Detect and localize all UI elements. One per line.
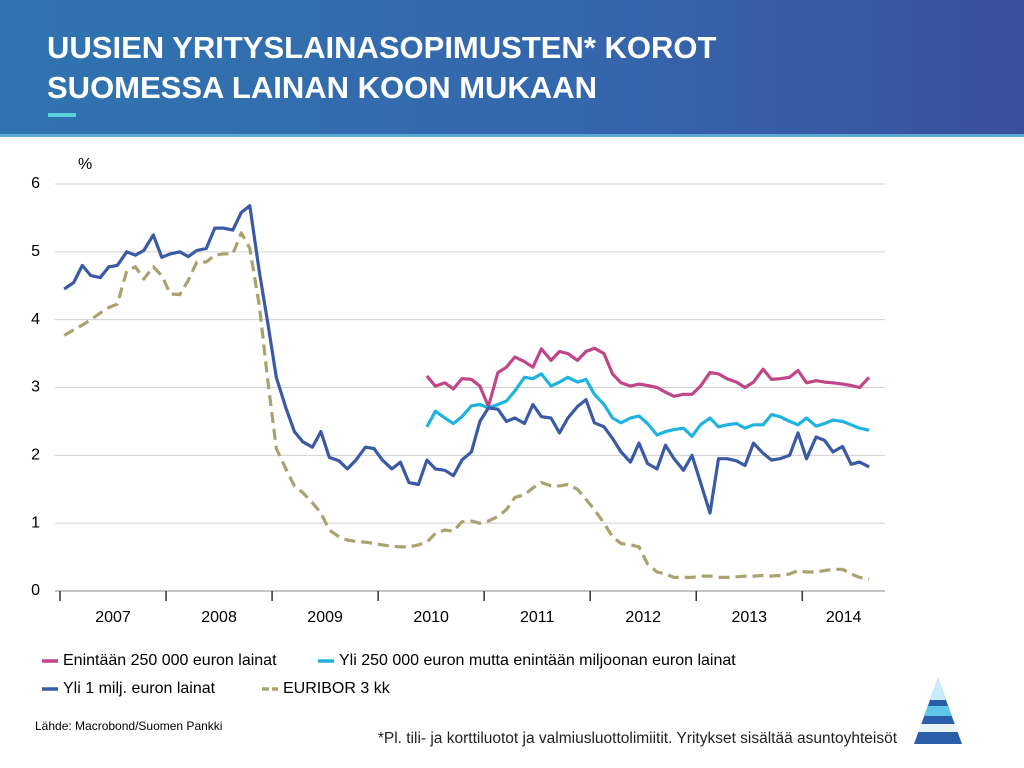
- header-rule: [0, 134, 1024, 137]
- x-tick-label: 2008: [201, 609, 237, 626]
- x-tick-label: 2011: [520, 609, 555, 626]
- title-accent: [48, 113, 76, 117]
- series-line: [63, 231, 870, 581]
- header-band: [0, 0, 1024, 136]
- y-tick-label: 0: [31, 582, 40, 599]
- source: Lähde: Macrobond/Suomen Pankki: [35, 719, 222, 733]
- logo: [914, 678, 962, 744]
- x-tick-label: 2014: [826, 609, 862, 626]
- y-tick-label: 4: [31, 311, 40, 328]
- legend-label: Yli 1 milj. euron lainat: [63, 680, 216, 697]
- x-tick-label: 2012: [625, 609, 661, 626]
- legend-label: Enintään 250 000 euron lainat: [63, 652, 277, 669]
- legend-label: Yli 250 000 euron mutta enintään miljoon…: [339, 652, 736, 669]
- x-tick-label: 2013: [731, 609, 767, 626]
- y-tick-label: 5: [31, 243, 40, 260]
- legend-label: EURIBOR 3 kk: [283, 680, 391, 697]
- y-tick-label: 1: [31, 514, 40, 531]
- y-unit: %: [78, 156, 92, 173]
- series-line: [425, 346, 871, 409]
- x-tick-label: 2010: [413, 609, 449, 626]
- series-line: [425, 372, 870, 438]
- x-tick-label: 2007: [95, 609, 131, 626]
- chart-title: SUOMESSA LAINAN KOON MUKAAN: [47, 70, 597, 105]
- x-tick-label: 2009: [307, 609, 343, 626]
- y-tick-label: 6: [31, 175, 40, 192]
- chart-title: UUSIEN YRITYSLAINASOPIMUSTEN* KOROT: [47, 30, 717, 65]
- y-tick-label: 3: [31, 379, 40, 396]
- footnote: *Pl. tili- ja korttiluotot ja valmiusluo…: [378, 730, 898, 747]
- y-tick-label: 2: [31, 447, 40, 464]
- series-line: [63, 204, 870, 515]
